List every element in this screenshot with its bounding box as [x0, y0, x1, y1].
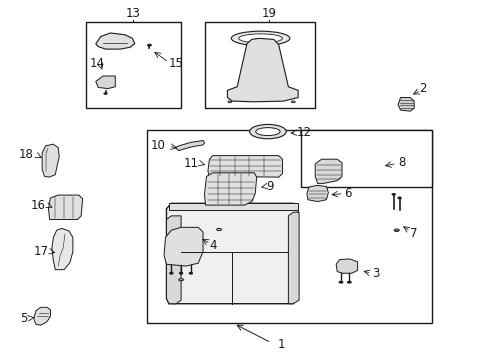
Bar — [300, 130, 431, 187]
Polygon shape — [288, 212, 299, 304]
Ellipse shape — [397, 197, 400, 199]
Text: 2: 2 — [418, 82, 426, 95]
Text: 16: 16 — [31, 199, 46, 212]
Ellipse shape — [216, 228, 221, 230]
Text: 4: 4 — [209, 239, 217, 252]
Polygon shape — [306, 185, 328, 202]
Text: 19: 19 — [261, 8, 276, 21]
Ellipse shape — [339, 282, 342, 283]
Ellipse shape — [169, 273, 172, 274]
Ellipse shape — [255, 128, 280, 135]
Text: 15: 15 — [168, 57, 183, 70]
Text: 8: 8 — [397, 156, 405, 169]
Ellipse shape — [178, 279, 183, 281]
Text: 3: 3 — [371, 267, 379, 280]
Text: 1: 1 — [277, 338, 284, 351]
Polygon shape — [34, 307, 50, 325]
Bar — [205, 22, 315, 108]
Polygon shape — [204, 173, 256, 205]
Ellipse shape — [393, 229, 398, 231]
Text: 14: 14 — [89, 57, 104, 70]
Text: 5: 5 — [20, 311, 27, 325]
Ellipse shape — [238, 34, 282, 43]
Text: 12: 12 — [297, 126, 311, 139]
Text: 13: 13 — [125, 8, 141, 21]
Polygon shape — [52, 228, 73, 270]
Polygon shape — [207, 156, 282, 177]
Polygon shape — [175, 140, 204, 150]
Text: 7: 7 — [409, 226, 417, 239]
Ellipse shape — [179, 273, 182, 274]
Polygon shape — [335, 259, 357, 273]
Polygon shape — [163, 227, 203, 266]
Polygon shape — [397, 98, 413, 111]
Ellipse shape — [227, 101, 231, 103]
Bar — [147, 130, 431, 323]
Text: 10: 10 — [150, 139, 165, 152]
Polygon shape — [166, 216, 181, 304]
Polygon shape — [168, 203, 298, 211]
Text: 6: 6 — [344, 187, 351, 200]
Text: 18: 18 — [19, 148, 34, 161]
Ellipse shape — [231, 31, 289, 45]
Text: 17: 17 — [33, 245, 48, 258]
Polygon shape — [227, 39, 298, 102]
Polygon shape — [96, 33, 135, 49]
Text: 9: 9 — [266, 180, 273, 193]
Ellipse shape — [391, 194, 394, 195]
Bar — [86, 22, 181, 108]
Ellipse shape — [249, 125, 285, 139]
Polygon shape — [166, 203, 298, 304]
Polygon shape — [48, 195, 82, 220]
Polygon shape — [96, 76, 115, 89]
Ellipse shape — [291, 101, 295, 103]
Text: 11: 11 — [183, 157, 198, 170]
Polygon shape — [315, 159, 341, 184]
Polygon shape — [42, 144, 59, 177]
Ellipse shape — [104, 93, 107, 94]
Ellipse shape — [147, 44, 151, 46]
Ellipse shape — [189, 273, 192, 274]
Ellipse shape — [347, 282, 350, 283]
